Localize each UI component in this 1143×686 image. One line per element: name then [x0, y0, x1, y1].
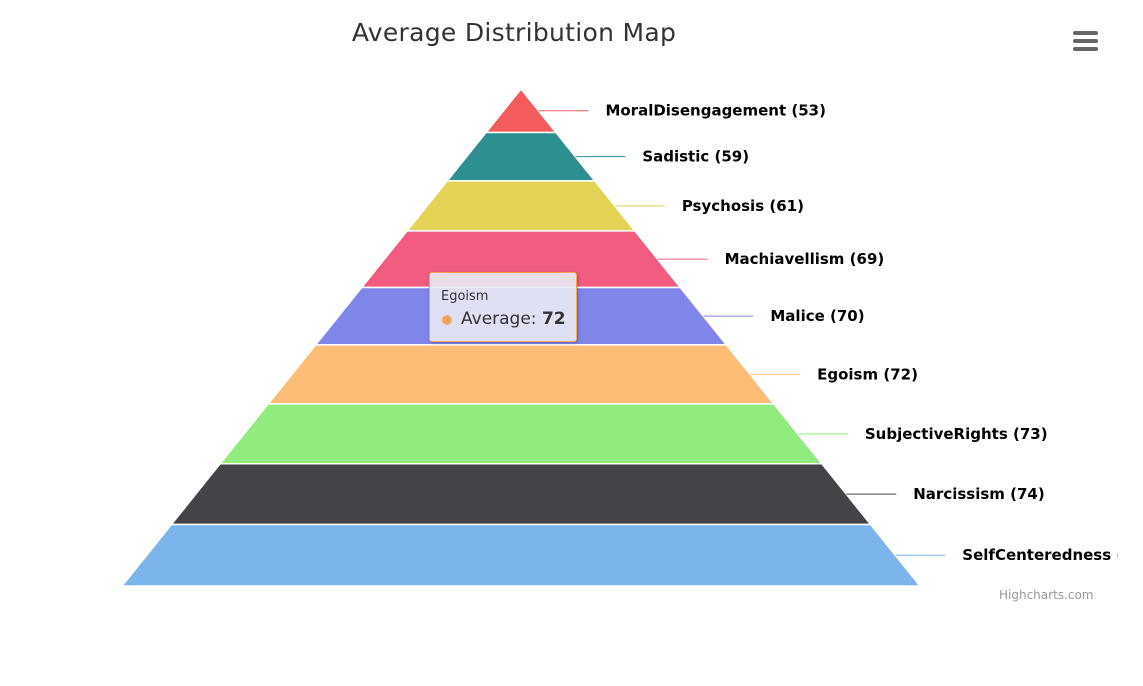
pyramid-chart: MoralDisengagement (53) Sadistic (59) Psyc… — [120, 87, 1118, 587]
pyramid-segment-subjective-rights[interactable] — [218, 403, 824, 465]
data-label-moral-disengagement: MoralDisengagement (53) — [605, 102, 826, 120]
pyramid-segment-narcissism[interactable] — [169, 463, 873, 526]
tooltip-series-label: Average: — [461, 309, 542, 329]
credits-link[interactable]: Highcharts.com — [999, 588, 1094, 602]
pyramid-segment-self-centeredness[interactable] — [120, 523, 922, 587]
data-label-self-centeredness: SelfCenteredness (75) — [962, 546, 1118, 564]
data-label-psychosis: Psychosis (61) — [682, 197, 804, 215]
pyramid-segment-egoism[interactable] — [266, 344, 776, 405]
tooltip-marker-icon — [442, 315, 452, 325]
hamburger-menu-icon[interactable] — [1069, 28, 1101, 56]
data-label-machiavellism: Machiavellism (69) — [725, 250, 885, 268]
tooltip-value: 72 — [541, 309, 566, 329]
data-label-sadistic: Sadistic (59) — [642, 148, 749, 166]
data-label-malice: Malice (70) — [770, 307, 864, 325]
tooltip-header: Egoism — [441, 289, 489, 304]
data-label-narcissism: Narcissism (74) — [913, 485, 1044, 503]
pyramid-segment-sadistic[interactable] — [445, 131, 597, 182]
chart-title: Average Distribution Map — [351, 18, 677, 47]
data-label-egoism: Egoism (72) — [817, 365, 918, 383]
chart-plot-clip: Average Distribution Map MoralDisengagem… — [120, 18, 1118, 602]
pyramid-segment-psychosis[interactable] — [405, 180, 637, 232]
tooltip-text: Average: 72 — [461, 309, 566, 329]
tooltip: Egoism Average: 72 — [429, 272, 577, 342]
data-label-subjective-rights: SubjectiveRights (73) — [865, 425, 1048, 443]
